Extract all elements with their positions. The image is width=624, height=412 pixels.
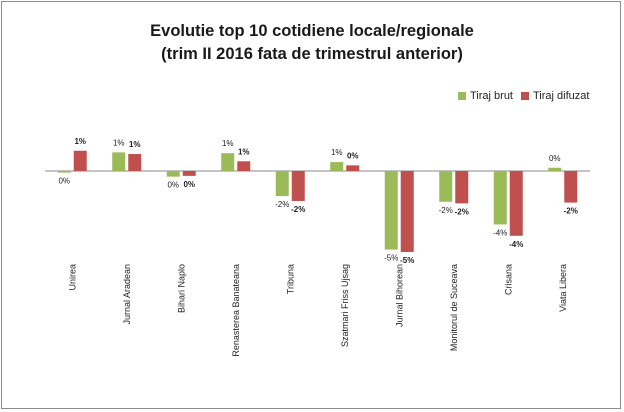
category-label-3: Renasterea Banateana	[231, 264, 241, 357]
bar-difuzat-3	[237, 161, 251, 171]
bar-brut-5	[330, 162, 344, 171]
category-label-2: Bihari Naplo	[176, 264, 186, 313]
bar-brut-9	[548, 167, 562, 171]
legend-item-brut: Tiraj brut	[458, 90, 513, 102]
category-label-4: Tribuna	[285, 264, 295, 294]
bar-difuzat-4	[291, 171, 305, 201]
data-label-difuzat-8: -4%	[509, 240, 523, 249]
category-label-1: Jurnal Aradean	[122, 264, 132, 325]
bar-difuzat-0	[73, 150, 87, 171]
data-label-brut-7: -2%	[439, 206, 453, 215]
bar-brut-8	[493, 171, 507, 225]
data-label-brut-0: 0%	[58, 177, 70, 186]
bar-brut-6	[384, 171, 398, 250]
bar-brut-1	[112, 152, 126, 171]
bar-difuzat-9	[564, 171, 578, 203]
category-label-5: Szatmari Friss Ujsag	[340, 264, 350, 347]
bar-difuzat-5	[346, 165, 360, 171]
chart-subtitle: (trim II 2016 fata de trimestrul anterio…	[161, 45, 463, 63]
category-label-7: Monitorul de Suceava	[449, 264, 459, 351]
data-label-brut-4: -2%	[275, 200, 289, 209]
data-label-brut-2: 0%	[167, 181, 179, 190]
data-label-difuzat-7: -2%	[455, 207, 469, 216]
data-label-brut-8: -4%	[493, 228, 507, 237]
bar-difuzat-2	[182, 171, 196, 176]
data-label-brut-5: 1%	[331, 148, 343, 157]
category-label-0: Unirea	[67, 264, 77, 291]
data-label-brut-6: -5%	[384, 254, 398, 263]
data-label-brut-9: 0%	[549, 154, 561, 163]
bar-brut-3	[221, 153, 235, 171]
bar-brut-4	[275, 171, 289, 197]
data-label-difuzat-5: 0%	[347, 151, 359, 160]
bar-difuzat-1	[128, 153, 142, 171]
data-label-difuzat-9: -2%	[564, 207, 578, 216]
data-label-difuzat-3: 1%	[238, 147, 250, 156]
data-label-difuzat-4: -2%	[291, 205, 305, 214]
data-label-difuzat-0: 1%	[74, 137, 86, 146]
bar-brut-0	[57, 171, 71, 173]
data-label-difuzat-6: -5%	[400, 256, 414, 265]
data-label-difuzat-2: 0%	[183, 180, 195, 189]
legend-label-difuzat: Tiraj difuzat	[533, 90, 590, 102]
bar-difuzat-7	[455, 171, 469, 204]
chart-title: Evolutie top 10 cotidiene locale/regiona…	[150, 22, 474, 40]
category-label-9: Viata Libera	[558, 264, 568, 312]
bar-difuzat-6	[400, 171, 414, 252]
data-label-brut-1: 1%	[113, 138, 125, 147]
category-label-8: Crisana	[503, 264, 513, 295]
legend-swatch-difuzat	[521, 92, 529, 100]
category-label-6: Jurnal Bihorean	[394, 264, 404, 327]
bar-difuzat-8	[509, 171, 523, 236]
data-label-difuzat-1: 1%	[129, 140, 141, 149]
chart-legend: Tiraj brut Tiraj difuzat	[458, 90, 597, 102]
legend-item-difuzat: Tiraj difuzat	[521, 90, 589, 102]
data-label-brut-3: 1%	[222, 139, 234, 148]
bar-brut-7	[439, 171, 453, 202]
bar-brut-2	[166, 171, 180, 177]
legend-swatch-brut	[458, 92, 466, 100]
legend-label-brut: Tiraj brut	[470, 90, 513, 102]
